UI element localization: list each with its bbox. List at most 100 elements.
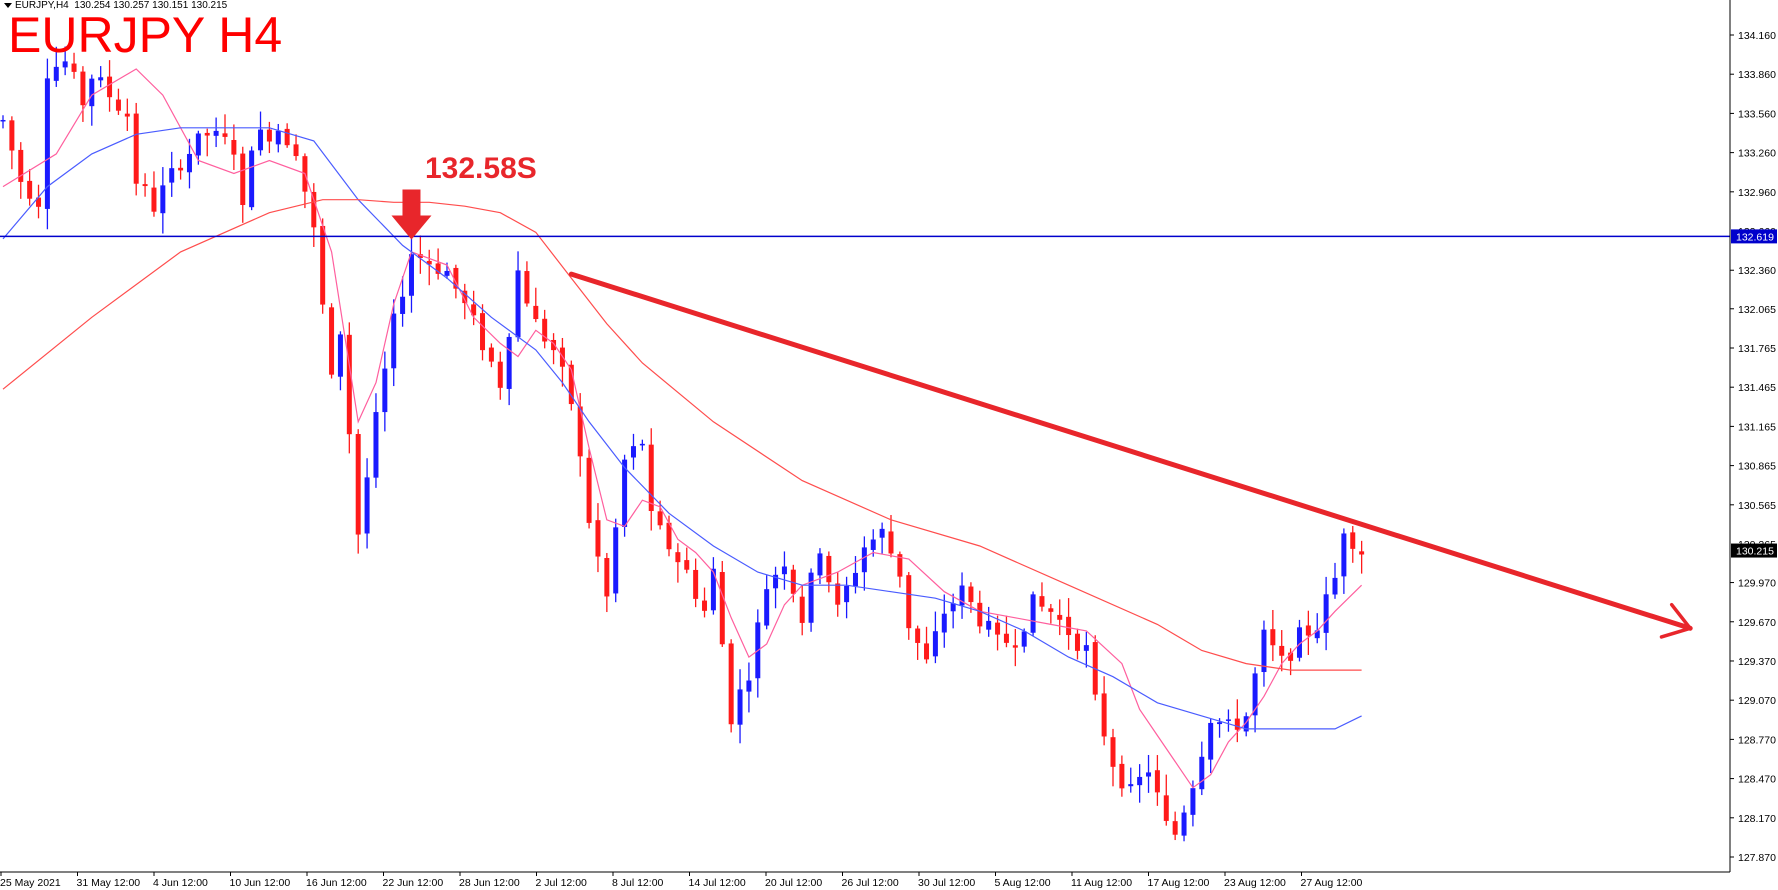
- candle: [1225, 709, 1231, 732]
- y-tick-label: 131.765: [1738, 343, 1776, 355]
- x-tick-label: 5 Aug 12:00: [995, 877, 1051, 889]
- candle: [1030, 591, 1036, 636]
- candle: [684, 547, 690, 574]
- x-tick-label: 23 Aug 12:00: [1224, 877, 1286, 889]
- y-tick-label: 134.160: [1738, 30, 1776, 42]
- moving-average-line: [2, 68, 1363, 789]
- candle: [1314, 613, 1320, 644]
- candle: [702, 587, 708, 618]
- candle: [773, 566, 779, 609]
- candle: [488, 343, 494, 368]
- candle: [1101, 676, 1107, 746]
- current-price-label-bg: [1731, 543, 1777, 558]
- candle: [1243, 712, 1249, 737]
- candle: [222, 114, 228, 145]
- candle: [195, 130, 201, 165]
- candle: [1066, 598, 1072, 650]
- candle: [160, 167, 166, 234]
- current-price-label: 130.215: [1736, 546, 1774, 558]
- downtrend-arrow[interactable]: [568, 271, 1693, 631]
- candle: [204, 128, 210, 157]
- entry-price-annotation: 132.58S: [425, 152, 537, 185]
- candle: [1021, 628, 1027, 653]
- candle: [613, 518, 619, 603]
- y-tick-label: 132.960: [1738, 187, 1776, 199]
- y-tick-label: 128.470: [1738, 774, 1776, 786]
- candle: [1154, 755, 1160, 806]
- candle: [71, 52, 77, 79]
- candle: [799, 584, 805, 636]
- candle: [80, 66, 86, 122]
- x-tick-label: 30 Jul 12:00: [918, 877, 975, 889]
- candle: [1128, 767, 1134, 793]
- candle: [781, 551, 787, 590]
- candle: [950, 593, 956, 629]
- candle: [844, 576, 850, 619]
- candle: [337, 331, 343, 391]
- x-tick-label: 28 Jun 12:00: [459, 877, 520, 889]
- candle: [107, 60, 113, 112]
- x-tick-label: 27 Aug 12:00: [1301, 877, 1363, 889]
- candle: [462, 283, 468, 320]
- candle: [559, 337, 565, 387]
- candle: [737, 669, 743, 744]
- candle: [1234, 699, 1240, 743]
- candle: [98, 66, 104, 88]
- candle: [1137, 764, 1143, 803]
- x-tick-label: 4 Jun 12:00: [153, 877, 208, 889]
- y-tick-label: 130.865: [1738, 461, 1776, 473]
- y-tick-label: 128.770: [1738, 734, 1776, 746]
- candle: [1048, 603, 1054, 624]
- candle: [835, 572, 841, 617]
- candle: [293, 134, 299, 161]
- candle: [18, 142, 24, 199]
- candle: [0, 115, 6, 129]
- chart-title: EURJPY H4: [8, 7, 283, 63]
- candle: [524, 261, 530, 307]
- y-tick-label: 129.370: [1738, 656, 1776, 668]
- candle: [497, 351, 503, 400]
- candle: [551, 333, 557, 365]
- candle: [1172, 811, 1178, 841]
- y-tick-label: 129.970: [1738, 578, 1776, 590]
- candle: [826, 551, 832, 593]
- candle: [435, 248, 441, 280]
- candle: [1012, 629, 1018, 667]
- y-tick-label: 133.560: [1738, 108, 1776, 120]
- candle: [941, 594, 947, 648]
- candle: [1305, 610, 1311, 655]
- candle: [53, 46, 59, 87]
- candle: [648, 428, 654, 531]
- trend-arrow-head-icon: [1659, 602, 1692, 639]
- level-price-label: 132.619: [1736, 231, 1774, 243]
- candle: [1359, 540, 1365, 574]
- candle: [888, 514, 894, 558]
- candle: [9, 116, 15, 170]
- candle: [89, 74, 95, 126]
- moving-average-line: [2, 199, 1362, 671]
- moving-average-line: [2, 127, 1362, 730]
- candle: [1350, 526, 1356, 563]
- candle: [1341, 528, 1347, 594]
- candle: [426, 249, 432, 286]
- candle: [231, 124, 237, 170]
- candle: [728, 639, 734, 733]
- candle: [1146, 754, 1152, 793]
- candle: [1110, 728, 1116, 787]
- candle: [808, 568, 814, 632]
- candle: [320, 218, 326, 314]
- candle: [1323, 576, 1329, 651]
- candle: [1163, 774, 1169, 826]
- candle: [213, 117, 219, 148]
- candle: [124, 98, 130, 132]
- candle: [249, 146, 255, 211]
- candle: [986, 606, 992, 637]
- x-tick-label: 22 Jun 12:00: [383, 877, 444, 889]
- y-tick-label: 131.465: [1738, 382, 1776, 394]
- candle: [915, 625, 921, 660]
- candle: [932, 611, 938, 664]
- candle: [169, 151, 175, 197]
- candle: [1332, 562, 1338, 599]
- dropdown-triangle-icon[interactable]: [4, 2, 12, 8]
